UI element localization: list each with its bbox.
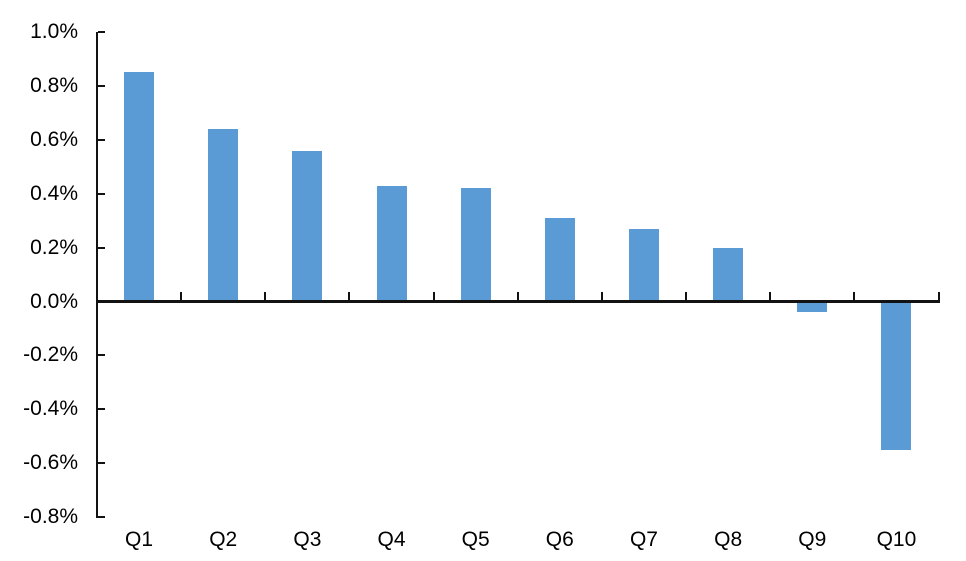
y-axis-tick (98, 192, 106, 195)
bar-q1 (124, 72, 155, 302)
bar-q7 (628, 228, 659, 302)
x-tick-label: Q3 (293, 528, 322, 551)
y-tick-label: 0.0% (30, 289, 78, 313)
x-axis-tick (348, 292, 351, 301)
x-tick-label: Q1 (125, 528, 154, 551)
x-tick-label: Q4 (377, 528, 406, 551)
bar-q4 (376, 185, 407, 302)
x-tick-label: Q9 (798, 528, 827, 551)
x-tick-label: Q5 (461, 528, 490, 551)
y-tick-label: -0.2% (23, 343, 78, 367)
y-axis-tick (98, 408, 106, 411)
bar-q6 (544, 217, 575, 302)
y-tick-label: 0.6% (30, 127, 78, 151)
x-axis-tick (769, 292, 772, 301)
y-axis-tick (98, 462, 106, 465)
y-tick-label: -0.4% (23, 397, 78, 421)
x-tick-label: Q2 (209, 528, 238, 551)
x-tick-label: Q6 (545, 528, 574, 551)
x-axis-tick (264, 292, 267, 301)
x-tick-label: Q8 (714, 528, 743, 551)
y-axis-tick (98, 354, 106, 357)
x-tick-label: Q10 (876, 528, 917, 551)
bar-q9 (797, 301, 828, 313)
bar-q3 (292, 150, 323, 302)
y-axis-tick (98, 138, 106, 141)
y-axis-tick (98, 31, 106, 33)
x-axis-tick (600, 292, 603, 301)
y-axis-tick (98, 516, 106, 519)
x-tick-label: Q7 (629, 528, 658, 551)
x-axis-tick (432, 292, 435, 301)
y-tick-label: 0.8% (30, 73, 78, 97)
bar-q10 (881, 301, 912, 450)
y-tick-label: -0.6% (23, 451, 78, 475)
y-tick-label: 0.4% (30, 181, 78, 205)
bar-q2 (208, 129, 239, 302)
y-axis (95, 32, 99, 519)
y-axis-tick (98, 300, 106, 303)
y-tick-label: 0.2% (30, 235, 78, 259)
x-axis-tick (853, 292, 856, 301)
y-axis-tick (98, 84, 106, 87)
x-axis-tick (180, 292, 183, 301)
y-tick-label: 1.0% (30, 20, 78, 43)
x-axis-tick (685, 292, 688, 301)
x-axis-zero-line (95, 300, 940, 303)
y-tick-label: -0.8% (23, 505, 78, 529)
bar-q8 (713, 247, 744, 302)
y-axis-tick (98, 246, 106, 249)
x-axis-tick (516, 292, 519, 301)
x-axis-tick (937, 292, 940, 301)
bar-q5 (460, 188, 491, 302)
